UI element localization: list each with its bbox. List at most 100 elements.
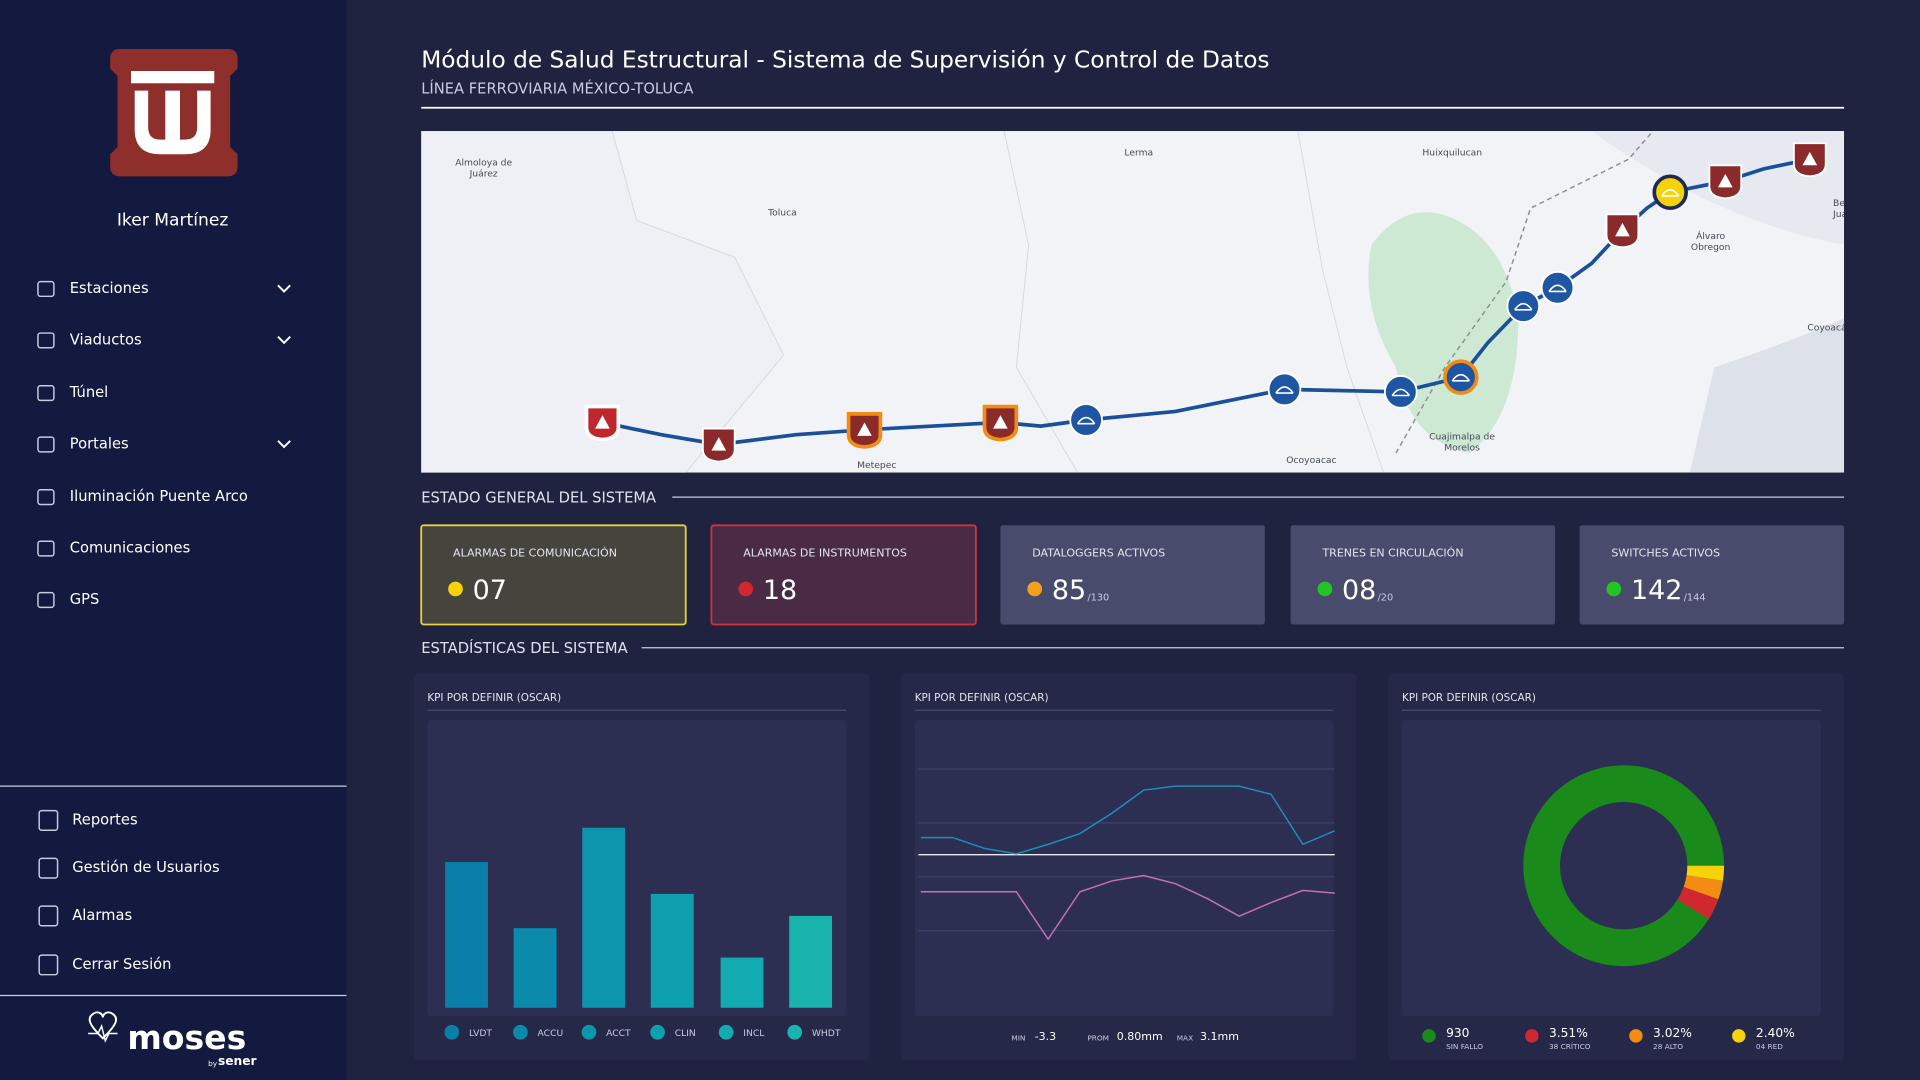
nav-icon <box>38 954 59 976</box>
station-marker[interactable] <box>584 404 621 442</box>
nav-label: Portales <box>70 435 129 452</box>
nav-icon <box>37 540 55 557</box>
nav-item[interactable]: Estaciones <box>37 280 291 298</box>
marker-shape <box>1069 403 1103 437</box>
status-card[interactable]: DATALOGGERS ACTIVOS 85/130 <box>1000 525 1265 625</box>
station-marker[interactable] <box>1383 375 1418 409</box>
nav-item[interactable]: Gestión de Usuarios <box>38 857 220 879</box>
stat-value: 0.80mm <box>1117 1030 1163 1043</box>
stat-value: 3.1mm <box>1200 1030 1239 1043</box>
legend-label: ACCU <box>538 1028 564 1039</box>
nav-icon <box>38 857 59 879</box>
card-title: TRENES EN CIRCULACIÓN <box>1321 546 1463 559</box>
chevron <box>277 440 291 449</box>
nav-label: Estaciones <box>70 280 149 297</box>
panel-title: KPI POR DEFINIR (OSCAR) <box>427 692 561 704</box>
series-line <box>920 874 1335 941</box>
station-marker[interactable] <box>701 427 736 463</box>
legend-dot <box>718 1024 734 1040</box>
nav-item[interactable]: Túnel <box>37 384 108 402</box>
station-marker[interactable] <box>1540 270 1575 305</box>
status-dot <box>1317 581 1333 597</box>
station-marker[interactable] <box>1267 372 1302 407</box>
station-marker[interactable] <box>1792 142 1827 178</box>
nav-icon <box>37 280 55 298</box>
marker-glyph <box>1548 284 1567 293</box>
nav-label: Reportes <box>72 811 137 828</box>
brand-by: by <box>208 1059 218 1068</box>
legend-label: CLIN <box>675 1028 696 1039</box>
card-title: ALARMAS DE COMUNICACIÓN <box>453 546 617 559</box>
page-subtitle: LÍNEA FERROVIARIA MÉXICO-TOLUCA <box>421 79 693 97</box>
nav-item[interactable]: Comunicaciones <box>37 540 190 557</box>
section-title: ESTADÍSTICAS DEL SISTEMA <box>421 639 627 657</box>
status-card[interactable]: SWITCHES ACTIVOS 142/144 <box>1579 525 1845 625</box>
marker-glyph <box>1717 173 1733 188</box>
marker-glyph <box>857 422 872 436</box>
brand-sub: sener <box>218 1054 257 1068</box>
map-label: Juárez <box>1832 209 1861 220</box>
stat-label: PROM <box>1087 1033 1109 1042</box>
marker-glyph <box>1275 386 1294 394</box>
legend-dot <box>1732 1029 1746 1043</box>
nav-icon <box>37 332 55 349</box>
marker-glyph <box>1076 416 1096 425</box>
nav-label: Comunicaciones <box>70 540 190 557</box>
nav-item[interactable]: Portales <box>37 435 291 453</box>
legend-dot <box>581 1024 597 1040</box>
status-card[interactable]: ALARMAS DE INSTRUMENTOS 18 <box>710 524 977 626</box>
status-card[interactable]: ALARMAS DE COMUNICACIÓN 07 <box>420 524 687 626</box>
nav-item[interactable]: Iluminación Puente Arco <box>37 488 248 506</box>
station-marker[interactable] <box>982 404 1019 442</box>
card-value: 18 <box>763 575 797 606</box>
user-name: Iker Martínez <box>117 210 229 230</box>
station-marker[interactable] <box>1443 359 1479 395</box>
bar <box>582 827 626 1008</box>
chevron <box>277 336 291 345</box>
map-label: Ocoyoacac <box>1286 455 1336 466</box>
status-dot <box>738 581 754 597</box>
nav-item[interactable]: Viaductos <box>37 331 291 349</box>
nav-item[interactable]: Reportes <box>38 809 138 831</box>
bar <box>720 957 764 1008</box>
map-label: Obregon <box>1691 242 1731 253</box>
marker-glyph <box>1615 222 1630 237</box>
nav-item[interactable]: Alarmas <box>38 905 132 927</box>
station-marker[interactable] <box>1605 213 1640 249</box>
map-label: Benito <box>1833 198 1863 209</box>
card-bg <box>1290 525 1556 625</box>
legend-dot <box>444 1024 460 1040</box>
station-marker[interactable] <box>1069 403 1103 437</box>
nav-label: Alarmas <box>72 907 132 924</box>
status-card[interactable]: TRENES EN CIRCULACIÓN 08/20 <box>1290 525 1556 625</box>
station-marker[interactable] <box>1652 174 1688 210</box>
donut-slice <box>1683 874 1723 900</box>
nav-icon <box>38 905 59 927</box>
chevron <box>277 284 291 293</box>
bar <box>789 915 833 1008</box>
marker-glyph <box>1514 302 1533 311</box>
marker-shape <box>1383 375 1418 409</box>
nav-item[interactable]: GPS <box>37 591 99 609</box>
status-dot <box>1606 581 1622 597</box>
card-total: /144 <box>1684 593 1706 604</box>
marker-shape <box>1267 372 1302 407</box>
station-marker[interactable] <box>1708 164 1743 200</box>
card-title: DATALOGGERS ACTIVOS <box>1032 546 1165 559</box>
legend-value: 3.02% <box>1653 1026 1692 1040</box>
stat-label: MAX <box>1177 1033 1193 1042</box>
nav-item[interactable]: Cerrar Sesión <box>38 954 171 976</box>
station-marker[interactable] <box>1506 289 1541 323</box>
legend-value: 2.40% <box>1756 1026 1795 1040</box>
station-marker[interactable] <box>846 412 883 449</box>
marker-glyph <box>1802 151 1818 166</box>
donut-slice <box>1686 865 1725 881</box>
map-label: Morelos <box>1444 443 1480 454</box>
stats-panel: KPI POR DEFINIR (OSCAR) 930 SIN FALLO 3.51%… <box>1388 673 1845 1061</box>
card-bg <box>420 524 687 626</box>
status-dot <box>1027 581 1043 597</box>
legend-value: 3.51% <box>1549 1026 1588 1040</box>
legend-label: WHDT <box>812 1028 841 1039</box>
marker-glyph <box>1391 388 1411 397</box>
